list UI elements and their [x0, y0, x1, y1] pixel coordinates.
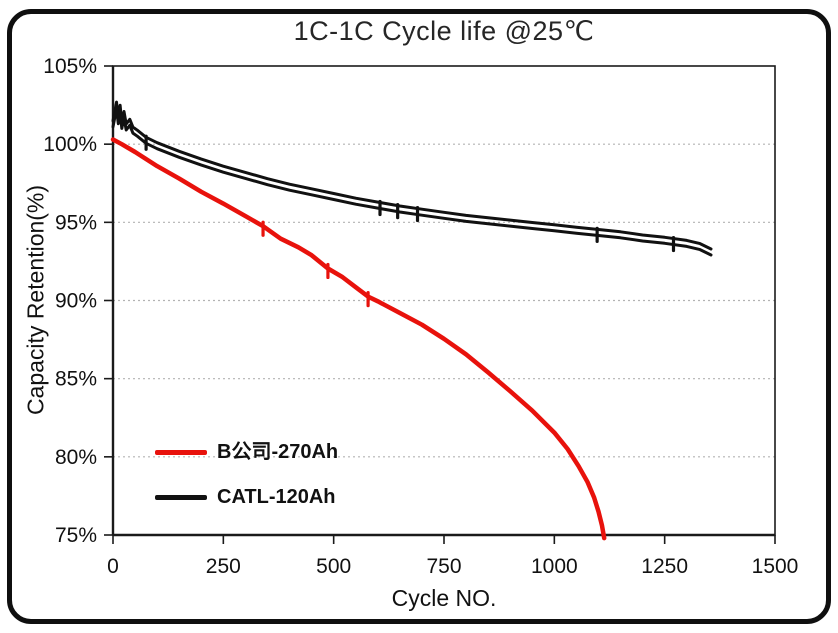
x-tick-label: 1000 — [531, 555, 578, 578]
legend-label: CATL-120Ah — [217, 486, 336, 508]
x-tick-label: 750 — [426, 555, 461, 578]
x-tick-label: 250 — [206, 555, 241, 578]
x-tick-label: 0 — [107, 555, 119, 578]
y-tick-label: 95% — [55, 211, 97, 234]
chart-title: 1C-1C Cycle life @25℃ — [293, 16, 595, 46]
legend-item-b-company: B公司-270Ah — [155, 439, 338, 465]
y-axis-title: Capacity Retention(%) — [22, 184, 49, 416]
y-tick-label: 85% — [55, 368, 97, 391]
y-tick-label: 80% — [55, 446, 97, 469]
y-tick-label: 100% — [43, 133, 97, 156]
series-0-line-0 — [110, 137, 607, 541]
legend-line-red — [155, 449, 207, 455]
legend-label: B公司-270Ah — [217, 441, 339, 463]
legend-line-black — [155, 494, 207, 500]
series-1-line-0 — [111, 100, 713, 251]
x-axis-title: Cycle NO. — [391, 585, 497, 611]
x-tick-label: 1500 — [752, 555, 799, 578]
x-tick-label: 500 — [316, 555, 351, 578]
x-tick-label: 1250 — [641, 555, 688, 578]
y-tick-label: 75% — [55, 524, 97, 547]
series-1-line-1 — [111, 106, 713, 257]
legend-item-catl: CATL-120Ah — [155, 484, 336, 510]
y-tick-label: 105% — [43, 55, 97, 78]
y-tick-label: 90% — [55, 290, 97, 313]
